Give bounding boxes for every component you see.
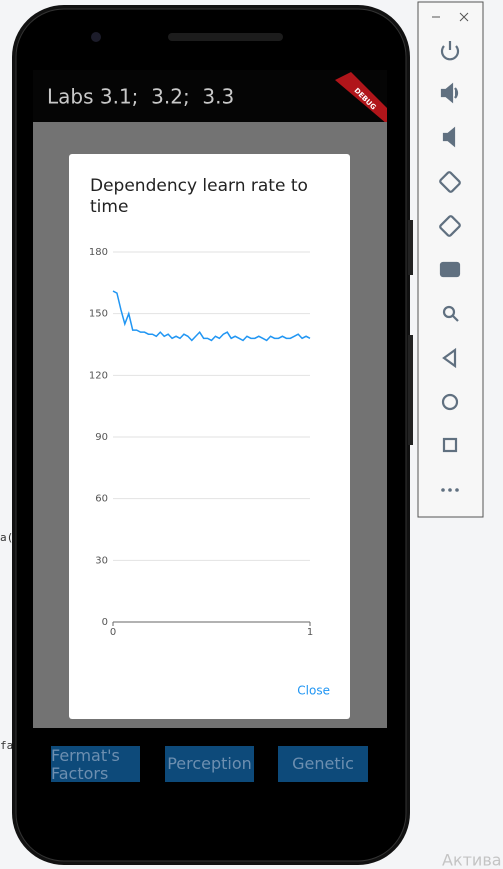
close-button[interactable]: Close (297, 684, 330, 698)
editor-fragment: a( (0, 531, 13, 544)
x-tick-label: 0 (110, 627, 116, 638)
y-tick-label: 120 (89, 370, 108, 381)
zoom-icon[interactable] (442, 305, 459, 322)
data-line (112, 290, 311, 342)
dialog-title: Dependency learn rate to time (90, 176, 308, 217)
lab-button[interactable]: Fermat's Factors (51, 746, 140, 783)
y-tick-label: 150 (89, 309, 108, 320)
lab-button[interactable]: Perception (165, 746, 254, 782)
side-button (408, 335, 413, 445)
volume-down-icon[interactable] (442, 126, 456, 148)
overview-icon[interactable] (442, 437, 458, 453)
lab-button[interactable]: Genetic (278, 746, 368, 782)
emulator-panel (417, 1, 484, 518)
rotate-right-icon[interactable] (439, 215, 461, 237)
camera (91, 32, 101, 42)
editor-fragment: fa (0, 739, 13, 752)
camera-icon[interactable] (439, 261, 461, 278)
close-icon[interactable] (459, 12, 469, 22)
debug-ribbon (335, 72, 387, 124)
y-tick-label: 0 (102, 617, 108, 628)
app-title: Labs 3.1; 3.2; 3.3 (47, 85, 234, 109)
y-tick-label: 180 (89, 247, 108, 258)
x-tick-label: 1 (307, 627, 313, 638)
y-tick-label: 90 (95, 432, 108, 443)
side-button (408, 220, 413, 275)
watermark: Актива (442, 851, 502, 869)
y-tick-label: 30 (95, 555, 108, 566)
back-icon[interactable] (442, 347, 457, 369)
power-icon[interactable] (440, 41, 460, 61)
home-icon[interactable] (441, 393, 459, 411)
y-tick-label: 60 (95, 494, 108, 505)
rotate-left-icon[interactable] (439, 171, 461, 193)
volume-up-icon[interactable] (440, 82, 459, 104)
speaker (168, 33, 283, 41)
app-bar (33, 70, 387, 122)
